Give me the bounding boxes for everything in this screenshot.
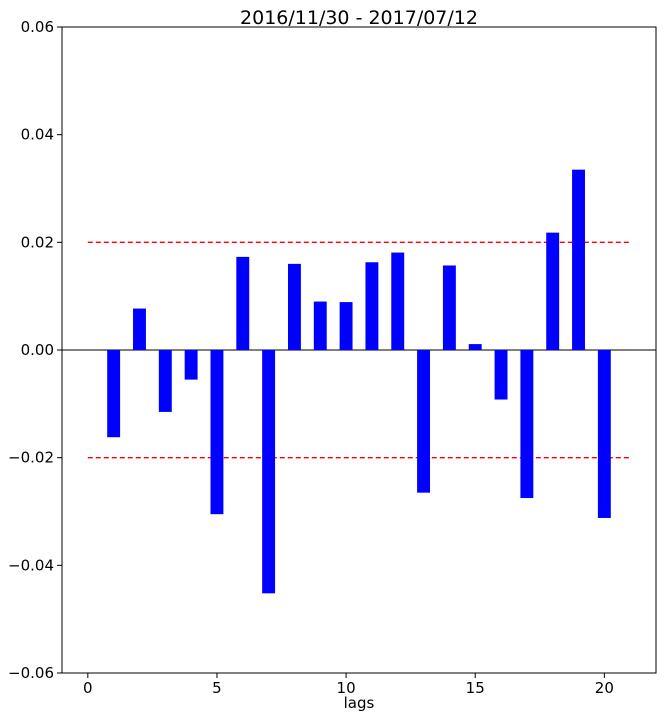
bar-lag-15: [468, 344, 482, 350]
bar-lag-11: [365, 262, 379, 350]
bar-lag-1: [107, 350, 121, 438]
bar-lag-12: [391, 252, 405, 350]
bar-lag-3: [158, 350, 172, 412]
plot-area: [62, 169, 656, 594]
bar-lag-6: [236, 256, 250, 350]
bar-lag-9: [313, 301, 327, 350]
y-tick-label: 0.00: [21, 341, 54, 359]
x-axis: 0 5 10 15 20: [83, 673, 614, 697]
y-tick-label: −0.02: [8, 449, 54, 467]
bar-lag-17: [520, 350, 534, 499]
y-tick-label: −0.04: [8, 556, 54, 574]
bar-lag-16: [494, 350, 508, 400]
y-axis: −0.06 −0.04 −0.02 0.00 0.02 0.04 0.06: [8, 18, 62, 682]
bar-lag-20: [597, 350, 611, 518]
bar-lag-8: [287, 263, 301, 350]
bar-lag-4: [184, 350, 198, 380]
chart-title: 2016/11/30 - 2017/07/12: [240, 7, 478, 29]
x-tick-label: 15: [466, 679, 485, 697]
bar-lag-10: [339, 302, 353, 350]
x-tick-label: 10: [337, 679, 356, 697]
x-tick-label: 5: [212, 679, 222, 697]
bar-lag-18: [546, 232, 560, 350]
y-tick-label: 0.02: [21, 233, 54, 251]
bar-lag-5: [210, 350, 224, 515]
bar-lag-14: [442, 265, 456, 350]
bar-lag-7: [262, 350, 276, 594]
x-tick-label: 0: [83, 679, 93, 697]
x-tick-label: 20: [595, 679, 614, 697]
bar-lag-2: [133, 308, 146, 350]
bar-lag-13: [417, 350, 431, 493]
y-tick-label: 0.04: [21, 126, 54, 144]
y-tick-label: −0.06: [8, 664, 54, 682]
x-axis-label: lags: [344, 694, 375, 712]
y-tick-label: 0.06: [21, 18, 54, 36]
bar-lag-19: [572, 169, 585, 350]
